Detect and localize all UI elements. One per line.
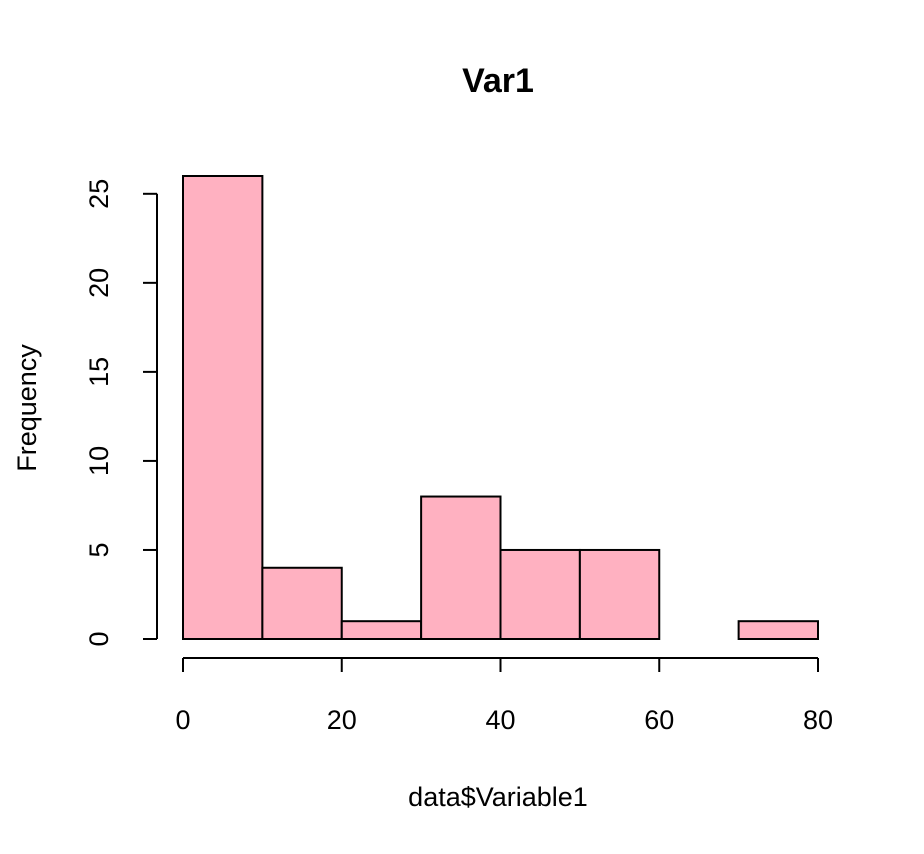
- histogram-bar-0: [182, 175, 264, 640]
- y-tick-label-1: 5: [84, 542, 114, 557]
- y-tick-label-4: 20: [84, 268, 114, 298]
- x-tick-label-3: 60: [644, 705, 674, 735]
- bars-group: [182, 175, 819, 641]
- histogram-bar-1: [261, 566, 343, 640]
- x-tick-label-1: 20: [327, 705, 357, 735]
- y-tick-label-2: 10: [84, 446, 114, 476]
- y-tick-label-0: 0: [84, 631, 114, 646]
- y-tick-label-3: 15: [84, 357, 114, 387]
- x-axis: 0 20 40 60 80: [175, 657, 833, 735]
- histogram-bar-5: [578, 548, 661, 641]
- y-axis: 0 5 10 15 20 25: [84, 179, 158, 647]
- x-axis-label: data$Variable1: [408, 782, 588, 812]
- x-tick-label-2: 40: [485, 705, 515, 735]
- x-tick-label-4: 80: [803, 705, 833, 735]
- y-axis-label: Frequency: [12, 344, 42, 472]
- histogram-bar-4: [499, 548, 581, 641]
- histogram-bar-7: [737, 620, 819, 641]
- histogram-bar-3: [420, 495, 502, 640]
- histogram-bar-2: [340, 620, 423, 641]
- chart-title: Var1: [462, 62, 534, 100]
- y-tick-label-5: 25: [84, 179, 114, 209]
- x-tick-label-0: 0: [175, 705, 190, 735]
